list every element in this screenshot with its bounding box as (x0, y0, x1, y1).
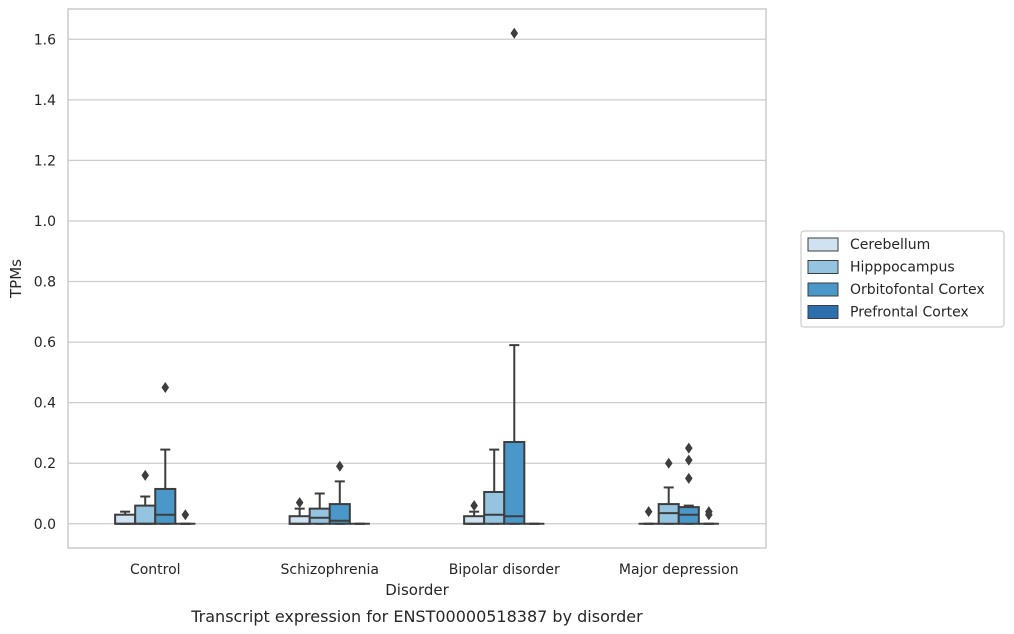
box (288, 515, 311, 525)
box-major-depression (698, 506, 719, 525)
box (328, 503, 351, 525)
box-major-depression (638, 506, 659, 525)
y-axis-label: TPMs (7, 259, 25, 299)
y-tick-label: 0.4 (34, 396, 56, 412)
series-cerebellum (114, 497, 659, 525)
box (483, 490, 506, 525)
legend-label: Orbitofontal Cortex (850, 282, 985, 298)
y-tick-label: 1.6 (34, 32, 56, 48)
box-control (154, 382, 177, 525)
plot-frame (67, 8, 767, 549)
box (463, 515, 486, 525)
chart-caption: Transcript expression for ENST0000051838… (190, 607, 643, 626)
outlier-point (295, 497, 304, 509)
outlier-point (181, 509, 190, 521)
legend: Cerebellum Hipppocampus Orbitofontal Corte… (800, 230, 1005, 328)
box-control (114, 510, 137, 525)
outlier-point (684, 442, 693, 454)
x-tick-label: Bipolar disorder (449, 562, 560, 578)
outlier-point (644, 506, 653, 518)
legend-label: Prefrontal Cortex (850, 305, 969, 321)
box-series (114, 27, 719, 525)
legend-swatch (807, 237, 839, 252)
y-tick-label: 1.2 (34, 153, 56, 169)
box (154, 487, 177, 525)
outlier-point (684, 454, 693, 466)
outlier-point (510, 27, 519, 39)
y-tick-label: 0.6 (34, 335, 56, 351)
outlier-point (684, 472, 693, 484)
x-tick-label: Schizophrenia (281, 562, 379, 578)
legend-box (800, 230, 1005, 328)
y-tick-label: 0.0 (34, 517, 56, 533)
box (308, 507, 331, 525)
y-axis-ticks: 0.0 0.2 0.4 0.6 0.8 1.0 1.2 1.4 1.6 (34, 32, 56, 532)
outlier-point (664, 457, 673, 469)
box (134, 504, 157, 525)
y-tick-label: 1.0 (34, 214, 56, 230)
outlier-point (161, 382, 170, 394)
series-prefrontal-cortex (175, 506, 719, 525)
outlier-point (470, 500, 478, 512)
box-major-depression (677, 442, 700, 525)
legend-swatch (807, 282, 839, 297)
y-tick-label: 0.2 (34, 456, 56, 472)
legend-swatch (807, 305, 839, 319)
legend-label: Cerebellum (850, 237, 930, 253)
legend-label: Hipppocampus (850, 260, 955, 276)
legend-swatch (807, 260, 839, 274)
series-orbitofontal-cortex (154, 27, 700, 525)
outlier-point (705, 506, 713, 518)
outlier-point (141, 469, 150, 481)
box (503, 441, 526, 525)
box-schizophrenia (328, 460, 351, 525)
box-control (175, 509, 196, 525)
x-axis-label: Disorder (385, 581, 449, 599)
y-tick-label: 1.4 (34, 93, 56, 109)
y-tick-label: 0.8 (34, 275, 56, 291)
x-tick-label: Control (130, 562, 181, 578)
box-bipolar-disorder (463, 500, 486, 525)
box (114, 513, 137, 525)
box-major-depression (657, 457, 680, 525)
x-axis-ticks: Control Schizophrenia Bipolar disorder Majo… (130, 562, 739, 578)
x-tick-label: Major depression (619, 562, 739, 578)
outlier-point (335, 460, 344, 472)
box-bipolar-disorder (503, 27, 526, 525)
